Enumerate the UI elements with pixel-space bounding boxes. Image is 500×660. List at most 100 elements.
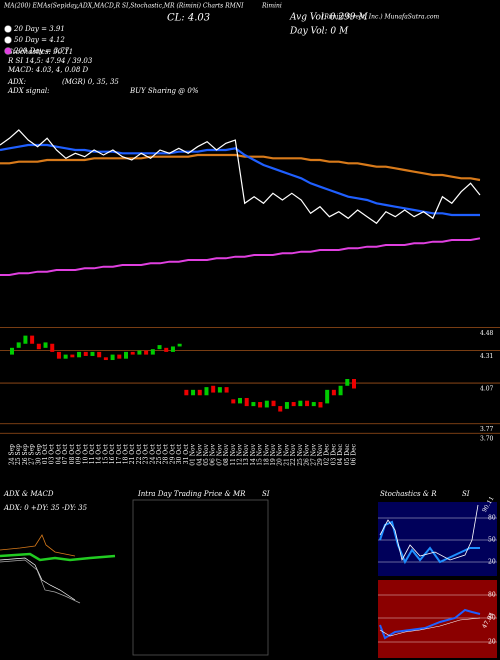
candle	[264, 400, 269, 408]
x-tick-label: 08 Nov	[223, 443, 230, 465]
stoch-tick: 80	[488, 515, 496, 522]
avg-vol: Avg Vol: 0.299 M	[289, 13, 368, 23]
x-tick-label: 21 Nov	[283, 443, 290, 465]
x-tick-label: 27 Nov	[310, 443, 317, 465]
stochastics: Stochastics: 90.11	[8, 48, 73, 56]
x-tick-label: 28 Oct	[163, 443, 170, 464]
candle	[43, 342, 48, 348]
candle	[144, 350, 149, 355]
candle	[271, 400, 276, 407]
candle	[291, 402, 296, 407]
candle	[231, 399, 236, 404]
x-tick-label: 03 Oct	[49, 443, 56, 464]
y-tick-label: 4.31	[480, 353, 493, 360]
candle	[311, 402, 316, 407]
candle	[278, 406, 283, 412]
x-tick-label: 17 Oct	[116, 443, 123, 464]
x-tick-label: 01 Nov	[190, 443, 197, 465]
rsi-tick: 80	[488, 592, 496, 599]
x-tick-label: 04 Oct	[55, 443, 62, 464]
candle	[137, 350, 142, 355]
candle	[298, 400, 303, 407]
candle	[130, 351, 135, 355]
candle	[318, 402, 323, 408]
candle	[90, 351, 95, 356]
x-tick-label: 18 Oct	[123, 443, 130, 464]
candle	[103, 357, 108, 361]
candle	[305, 400, 310, 407]
candle	[224, 387, 229, 393]
y-tick-label: 4.07	[480, 386, 494, 393]
candle	[204, 387, 209, 396]
stoch-d	[379, 504, 479, 562]
adx-panel: ADX & MACD ADX: 0 +DY: 35 -DY: 35	[0, 490, 116, 604]
panel-title: SI	[262, 490, 270, 498]
rsi-signal	[379, 617, 481, 637]
candle	[70, 354, 75, 358]
x-tick-label: 14 Nov	[250, 443, 257, 465]
candle	[331, 389, 336, 396]
legend-label: 200 Day = 3.77	[13, 47, 70, 55]
macd-histogram	[0, 559, 81, 604]
rsi-line	[379, 608, 481, 640]
macd: MACD: 4.03, 4, 0.08 D	[7, 66, 89, 74]
macd-line	[0, 552, 116, 562]
candle	[157, 345, 162, 350]
legend-label: 20 Day = 3.91	[13, 25, 65, 33]
adx-signal: ADX signal:	[7, 87, 49, 95]
candle	[191, 389, 196, 396]
candle	[16, 342, 21, 348]
candle	[184, 389, 189, 396]
x-tick-label: 24 Sep	[9, 444, 16, 465]
candle	[352, 379, 356, 389]
stoch-tick: 50	[488, 537, 496, 544]
x-tick-label: 10 Oct	[82, 443, 89, 464]
x-tick-label: 20 Nov	[277, 443, 284, 465]
stoch-tick: 20	[488, 559, 496, 566]
adx-values: (MGR) 0, 35, 35	[62, 78, 119, 86]
rsi-tick: 20	[488, 639, 496, 646]
candle	[244, 397, 249, 407]
x-tick-label: 03 Dec	[330, 443, 337, 465]
header-line: MA(200) EMAs(Sep)day,ADX,MACD,R SI,Stoch…	[3, 3, 244, 10]
day-vol: Day Vol: 0 M	[289, 27, 349, 37]
x-tick-label: 16 Oct	[109, 443, 116, 464]
candle	[211, 385, 216, 393]
x-tick-label: 06 Dec	[351, 443, 358, 465]
x-tick-label: 07 Nov	[216, 443, 223, 465]
x-tick-label: 21 Oct	[129, 443, 136, 464]
candle	[170, 346, 175, 352]
adx-label: ADX: 0 +DY: 35 -DY: 35	[3, 504, 88, 512]
x-tick-label: 09 Oct	[76, 443, 83, 464]
x-tick-label: 14 Oct	[96, 443, 103, 464]
x-tick-label: 26 Sep	[22, 444, 29, 465]
candle	[110, 354, 115, 361]
rsi-background	[378, 580, 497, 658]
legend-swatch	[4, 25, 12, 33]
candle	[325, 389, 330, 404]
ema-panel: 20 Day = 3.91 50 Day = 4.12 200 Day = 3.77	[0, 25, 481, 276]
x-tick-label: 05 Nov	[203, 443, 210, 465]
x-tick-label: 29 Nov	[317, 443, 324, 465]
y-tick-label: 3.77	[480, 426, 494, 433]
x-tick-label: 07 Oct	[62, 443, 69, 464]
candle	[345, 379, 350, 386]
candle	[56, 351, 61, 359]
panel-title: Stochastics & R	[380, 490, 437, 498]
stoch-background	[378, 502, 497, 576]
adx: ADX:	[7, 78, 26, 86]
x-tick-label: 22 Oct	[136, 443, 143, 464]
stoch-panel: Stochastics & R SI 80 50 20 90.11 80 50 …	[378, 490, 497, 658]
candle	[77, 351, 82, 358]
legend-swatch	[4, 36, 12, 44]
candle	[23, 335, 28, 344]
candle	[177, 343, 182, 347]
series-line	[0, 153, 481, 182]
candle	[251, 402, 256, 407]
series-line	[0, 129, 481, 225]
legend-label: 50 Day = 4.12	[14, 36, 65, 44]
x-tick-label: 31 Oct	[183, 443, 190, 464]
x-tick-label: 22 Nov	[290, 443, 297, 465]
